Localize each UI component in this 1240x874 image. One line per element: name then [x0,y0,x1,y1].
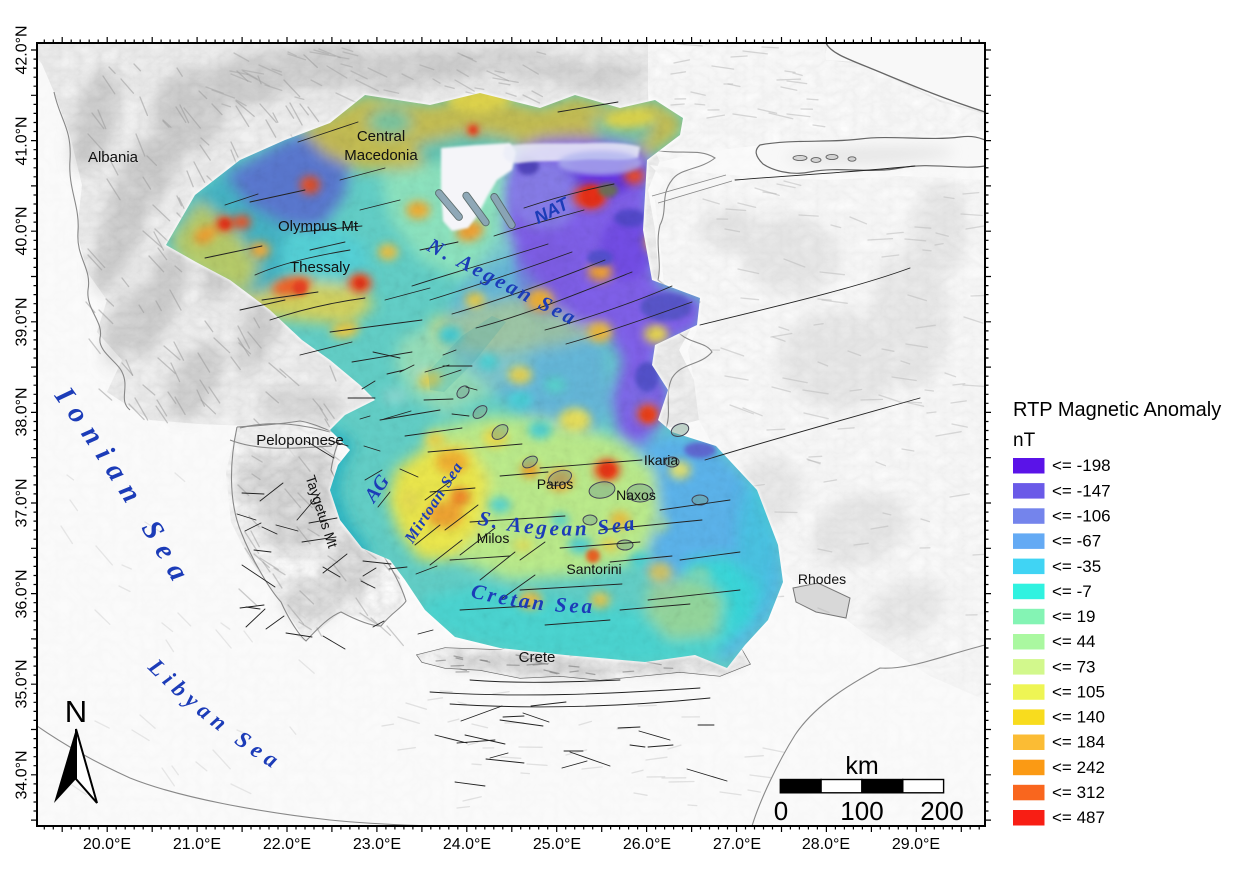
svg-text:40.0°N: 40.0°N [14,206,31,255]
svg-text:<= 184: <= 184 [1052,733,1105,752]
svg-text:21.0°E: 21.0°E [173,836,221,853]
svg-text:<= 105: <= 105 [1052,683,1105,702]
svg-text:Paros: Paros [537,476,574,492]
svg-text:Naxos: Naxos [616,487,656,503]
svg-text:Thessaly: Thessaly [290,259,351,276]
svg-text:Crete: Crete [519,649,556,666]
svg-text:Peloponnese: Peloponnese [256,432,344,449]
svg-text:<= 19: <= 19 [1052,607,1096,626]
svg-text:km: km [845,752,878,780]
svg-text:Rhodes: Rhodes [798,571,846,587]
svg-text:41.0°N: 41.0°N [14,116,31,165]
svg-text:Ikaria: Ikaria [644,452,678,468]
svg-text:RTP Magnetic Anomaly: RTP Magnetic Anomaly [1013,399,1221,421]
svg-text:N: N [65,694,87,729]
svg-text:<= 44: <= 44 [1052,632,1096,651]
svg-text:34.0°N: 34.0°N [14,750,31,799]
svg-text:Olympus Mt: Olympus Mt [278,218,359,235]
svg-text:Milos: Milos [477,530,510,546]
svg-text:28.0°E: 28.0°E [802,836,850,853]
svg-text:100: 100 [840,796,883,826]
svg-text:Central: Central [357,128,405,145]
svg-text:Macedonia: Macedonia [344,147,418,164]
svg-text:36.0°N: 36.0°N [14,569,31,618]
svg-text:38.0°N: 38.0°N [14,387,31,436]
svg-text:29.0°E: 29.0°E [892,836,940,853]
svg-text:24.0°E: 24.0°E [443,836,491,853]
svg-text:<= -198: <= -198 [1052,456,1111,475]
svg-text:nT: nT [1013,430,1036,451]
svg-text:200: 200 [920,796,963,826]
svg-text:Santorini: Santorini [566,561,621,577]
svg-text:Albania: Albania [88,149,139,166]
svg-text:<= -106: <= -106 [1052,507,1111,526]
svg-text:42.0°N: 42.0°N [14,25,31,74]
svg-text:20.0°E: 20.0°E [83,836,131,853]
svg-text:27.0°E: 27.0°E [713,836,761,853]
svg-text:39.0°N: 39.0°N [14,297,31,346]
svg-text:<= 73: <= 73 [1052,657,1096,676]
svg-text:23.0°E: 23.0°E [353,836,401,853]
svg-text:<= 312: <= 312 [1052,783,1105,802]
svg-text:35.0°N: 35.0°N [14,659,31,708]
svg-text:<= -147: <= -147 [1052,481,1111,500]
svg-text:25.0°E: 25.0°E [533,836,581,853]
svg-text:<= 242: <= 242 [1052,758,1105,777]
svg-text:<= 487: <= 487 [1052,808,1105,827]
svg-text:<= 140: <= 140 [1052,708,1105,727]
svg-text:37.0°N: 37.0°N [14,478,31,527]
svg-text:<= -7: <= -7 [1052,582,1092,601]
svg-text:<= -35: <= -35 [1052,557,1101,576]
svg-text:<= -67: <= -67 [1052,532,1101,551]
svg-text:26.0°E: 26.0°E [623,836,671,853]
svg-text:0: 0 [774,796,788,826]
svg-text:22.0°E: 22.0°E [263,836,311,853]
